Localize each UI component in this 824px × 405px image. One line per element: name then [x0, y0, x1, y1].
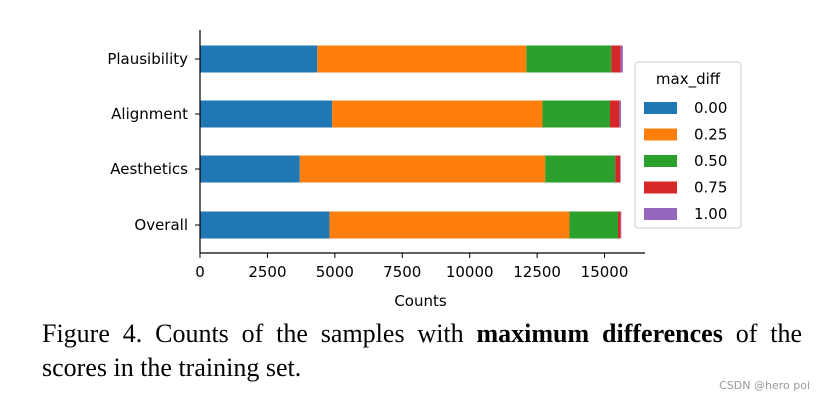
legend-label-0-00: 0.00 — [694, 99, 727, 117]
bar-overall-0-50 — [569, 211, 619, 239]
bar-alignment-1-00 — [619, 100, 621, 128]
x-tick-label-2500: 2500 — [248, 263, 286, 281]
x-tick-label-7500: 7500 — [383, 263, 421, 281]
legend-swatch-0-75 — [644, 181, 677, 194]
y-tick-label-alignment: Alignment — [111, 105, 188, 123]
y-tick-label-overall: Overall — [134, 216, 188, 234]
y-tick-label-plausibility: Plausibility — [107, 50, 188, 68]
bar-aesthetics-0-50 — [545, 155, 616, 183]
legend: max_diff 0.00 0.25 0.50 0.75 1.00 — [634, 61, 742, 229]
bar-alignment-0-00 — [200, 100, 333, 128]
bar-overall-0-00 — [200, 211, 330, 239]
legend-swatch-0-00 — [644, 102, 677, 114]
bar-aesthetics-0-75 — [615, 155, 621, 183]
axes-layer: Plausibility Alignment Aesthetics Overall 0 2… — [107, 30, 645, 310]
legend-title: max_diff — [656, 70, 721, 89]
caption-bold-term: maximum differences — [476, 319, 723, 348]
x-tick-label-15000: 15000 — [581, 263, 629, 281]
bars-layer — [200, 45, 623, 239]
legend-label-0-25: 0.25 — [694, 126, 727, 144]
legend-label-0-50: 0.50 — [694, 152, 727, 170]
bar-overall-0-25 — [329, 211, 570, 239]
caption-prefix: Figure 4. Counts of the samples with — [42, 319, 477, 348]
bar-aesthetics-1-00 — [620, 155, 621, 183]
bar-plausibility-0-75 — [611, 45, 621, 73]
caption-suffix: of the scores in the training set. — [42, 319, 803, 382]
x-tick-label-0: 0 — [195, 263, 205, 281]
legend-label-1-00: 1.00 — [694, 205, 727, 223]
bar-alignment-0-50 — [542, 100, 610, 128]
bar-aesthetics-0-00 — [200, 155, 300, 183]
legend-swatch-0-25 — [644, 128, 677, 141]
bar-plausibility-0-25 — [317, 45, 527, 73]
bar-alignment-0-25 — [332, 100, 543, 128]
bar-aesthetics-0-25 — [299, 155, 546, 183]
x-tick-label-12500: 12500 — [513, 263, 561, 281]
bar-plausibility-1-00 — [620, 45, 623, 73]
x-tick-label-5000: 5000 — [316, 263, 354, 281]
x-axis-title: Counts — [394, 292, 447, 310]
bar-overall-0-75 — [618, 211, 621, 239]
bar-alignment-0-75 — [609, 100, 620, 128]
legend-swatch-1-00 — [644, 208, 677, 220]
watermark: CSDN @hero poi — [719, 379, 810, 392]
bar-overall-1-00 — [620, 211, 622, 239]
legend-swatch-0-50 — [644, 155, 677, 167]
x-tick-label-10000: 10000 — [446, 263, 494, 281]
stacked-bar-chart: Plausibility Alignment Aesthetics Overall 0 2… — [107, 30, 742, 310]
bar-plausibility-0-00 — [200, 45, 318, 73]
figure-caption: Figure 4. Counts of the samples with max… — [42, 317, 802, 385]
y-tick-label-aesthetics: Aesthetics — [110, 160, 188, 178]
bar-plausibility-0-50 — [526, 45, 612, 73]
legend-label-0-75: 0.75 — [694, 179, 727, 197]
